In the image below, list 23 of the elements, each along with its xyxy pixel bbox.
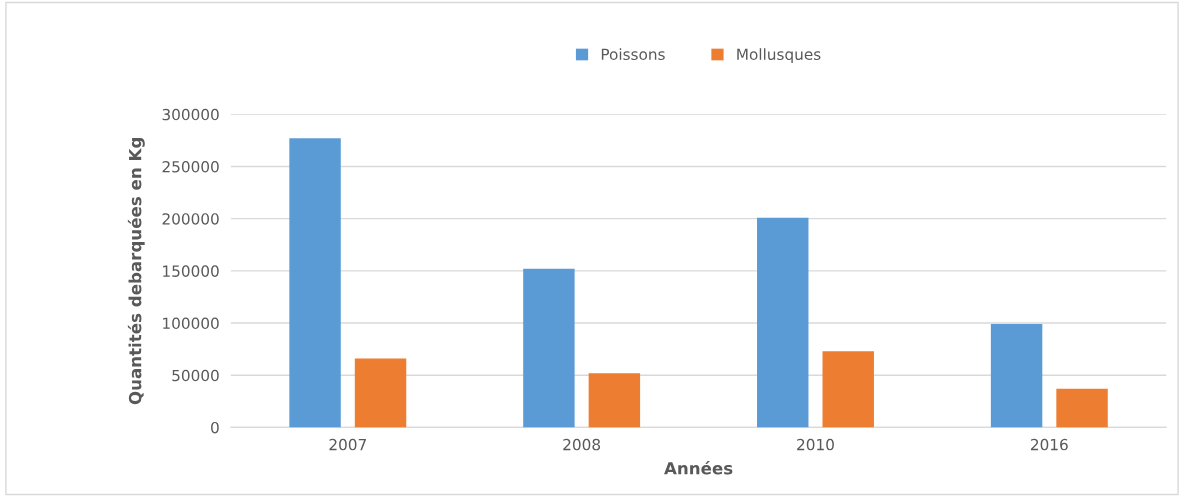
y-tick-label: 150000 xyxy=(163,265,219,277)
y-tick-label: 50000 xyxy=(172,369,219,382)
x-tick-label: 2010 xyxy=(797,438,834,451)
x-tick-label: 2007 xyxy=(329,438,366,451)
y-tick-label: 250000 xyxy=(162,160,219,173)
bar xyxy=(822,351,874,428)
bar xyxy=(354,358,407,428)
bar xyxy=(1056,388,1108,428)
x-axis-title: Années xyxy=(664,460,733,475)
x-tick-label: 2008 xyxy=(563,438,601,451)
legend-label: Poissons xyxy=(601,48,665,61)
y-tick-label: 0 xyxy=(211,421,219,434)
bar xyxy=(523,268,575,428)
x-tick-label: 2016 xyxy=(1031,438,1068,451)
y-tick-label: 200000 xyxy=(162,213,219,225)
y-tick-label: 300000 xyxy=(162,108,219,121)
y-tick-label: 100000 xyxy=(163,317,219,330)
y-axis-title: Quantités debarquées en Kg xyxy=(127,138,145,405)
bar xyxy=(588,373,641,428)
legend-label: Mollusques xyxy=(737,48,821,63)
bar xyxy=(289,138,341,428)
bar xyxy=(990,324,1043,428)
bar xyxy=(757,217,809,428)
